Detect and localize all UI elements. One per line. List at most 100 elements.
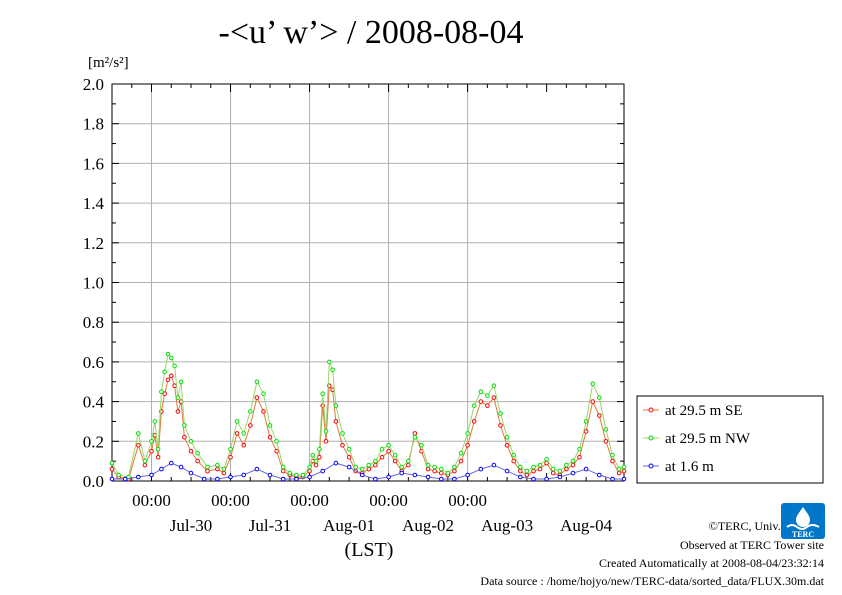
data-point [399, 470, 405, 476]
y-tick-label: 0.4 [83, 393, 105, 412]
data-point [178, 379, 184, 385]
data-point [162, 369, 167, 375]
data-point [465, 431, 470, 436]
data-point [471, 419, 477, 424]
data-point [307, 474, 312, 480]
data-point [320, 468, 326, 474]
data-point [254, 379, 260, 385]
data-point [175, 395, 181, 400]
x-date-label: Jul-31 [249, 516, 292, 535]
data-point [445, 470, 451, 476]
data-point [169, 373, 174, 379]
data-point [478, 399, 484, 404]
data-point [136, 474, 141, 480]
data-point [610, 458, 615, 464]
data-point [452, 464, 457, 470]
data-point [228, 474, 233, 480]
data-point [195, 458, 200, 464]
data-point [386, 474, 391, 480]
data-point [228, 454, 233, 460]
data-point [267, 423, 273, 428]
data-point [261, 409, 266, 414]
data-point [280, 464, 286, 470]
data-point [205, 468, 210, 474]
data-point [412, 431, 418, 436]
data-point [165, 377, 171, 383]
data-point [386, 448, 391, 454]
data-point [498, 411, 503, 416]
data-point [425, 474, 431, 480]
data-point [386, 443, 391, 448]
legend-box [636, 395, 824, 484]
data-point [109, 476, 115, 482]
data-point [162, 391, 167, 397]
terc-logo: TERC [781, 503, 825, 539]
legend-marker [648, 407, 654, 413]
chart-title: -<u’ w’> / 2008-08-04 [218, 14, 524, 51]
data-point [544, 456, 549, 462]
series-2 [109, 351, 627, 480]
data-point [518, 474, 523, 480]
data-point [142, 458, 148, 464]
data-point [178, 464, 184, 470]
data-point [392, 452, 398, 458]
data-point [320, 391, 326, 397]
data-point [399, 464, 405, 470]
data-point [366, 466, 372, 472]
data-point [323, 429, 329, 434]
data-point [155, 446, 161, 452]
data-point [550, 466, 556, 472]
y-tick-label: 1.2 [83, 234, 104, 253]
data-point [379, 454, 385, 460]
data-point [550, 470, 556, 476]
data-point [333, 403, 339, 408]
data-point [228, 446, 233, 452]
data-point [564, 466, 569, 472]
data-point [504, 443, 510, 448]
data-point [379, 446, 385, 452]
data-point [307, 468, 312, 474]
data-point [294, 472, 299, 478]
data-point [621, 476, 627, 482]
data-point [511, 452, 517, 458]
x-time-label: 00:00 [448, 491, 487, 510]
data-point [330, 367, 335, 373]
data-point [149, 472, 154, 478]
data-point [597, 395, 602, 400]
data-point [583, 466, 589, 472]
data-point [241, 431, 246, 436]
data-point [406, 462, 411, 468]
data-point [439, 470, 444, 476]
data-point [149, 448, 154, 454]
data-point [570, 470, 576, 476]
data-point [518, 468, 523, 474]
footer-created: Created Automatically at 2008-08-04/23:3… [599, 556, 824, 570]
data-point [307, 464, 312, 470]
data-point [557, 468, 563, 474]
data-point [465, 443, 470, 448]
legend-label: at 29.5 m NW [665, 431, 751, 447]
data-point [116, 472, 121, 478]
data-point [531, 468, 536, 474]
data-point [616, 470, 622, 476]
data-point [491, 383, 497, 389]
series-3 [109, 460, 627, 482]
data-point [340, 443, 345, 448]
data-point [485, 403, 490, 408]
data-point [241, 443, 246, 448]
data-point [201, 476, 207, 482]
data-point [221, 470, 227, 476]
data-point [346, 446, 352, 452]
data-point [234, 419, 240, 424]
data-point [373, 458, 378, 464]
x-date-label: Aug-02 [402, 516, 454, 535]
data-point [504, 435, 510, 440]
data-point [261, 391, 266, 397]
data-point [491, 395, 497, 400]
data-point [323, 439, 329, 444]
data-point [149, 439, 154, 444]
y-tick-label: 1.4 [83, 194, 105, 213]
data-point [504, 468, 510, 474]
y-tick-label: 1.0 [83, 274, 104, 293]
